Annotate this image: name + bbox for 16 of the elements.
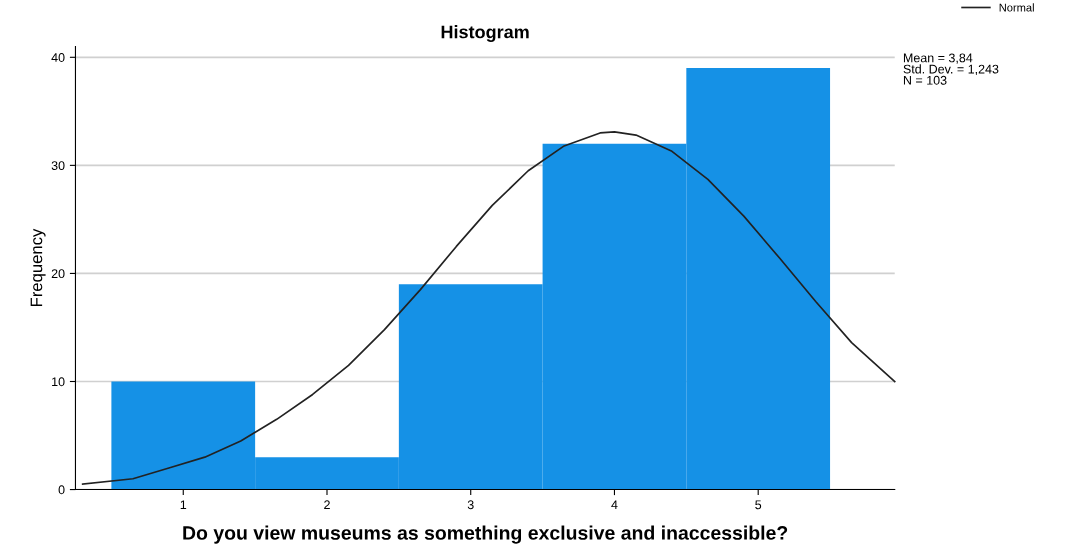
x-tick-label: 3 [467, 500, 474, 510]
y-tick-label: 0 [58, 485, 65, 495]
chart-title: Histogram [441, 25, 529, 42]
x-tick-label: 4 [611, 500, 618, 510]
x-axis-title: Do you view museums as something exclusive and inaccessible? [183, 525, 788, 544]
y-tick-label: 30 [51, 161, 65, 171]
y-axis-title: Frequency [30, 228, 46, 307]
y-tick-label: 10 [52, 377, 65, 387]
text: Mean = 3,84 Std. Dev. = 1,243 N = 103 [903, 53, 999, 85]
y-tick-label: 20 [51, 269, 65, 279]
x-tick-label: 2 [324, 500, 330, 510]
legend-label: Normal [999, 3, 1034, 12]
x-tick-label: 5 [755, 500, 762, 510]
y-tick-label: 40 [51, 53, 65, 62]
x-tick-label: 1 [180, 500, 187, 510]
line-series [81, 131, 896, 485]
